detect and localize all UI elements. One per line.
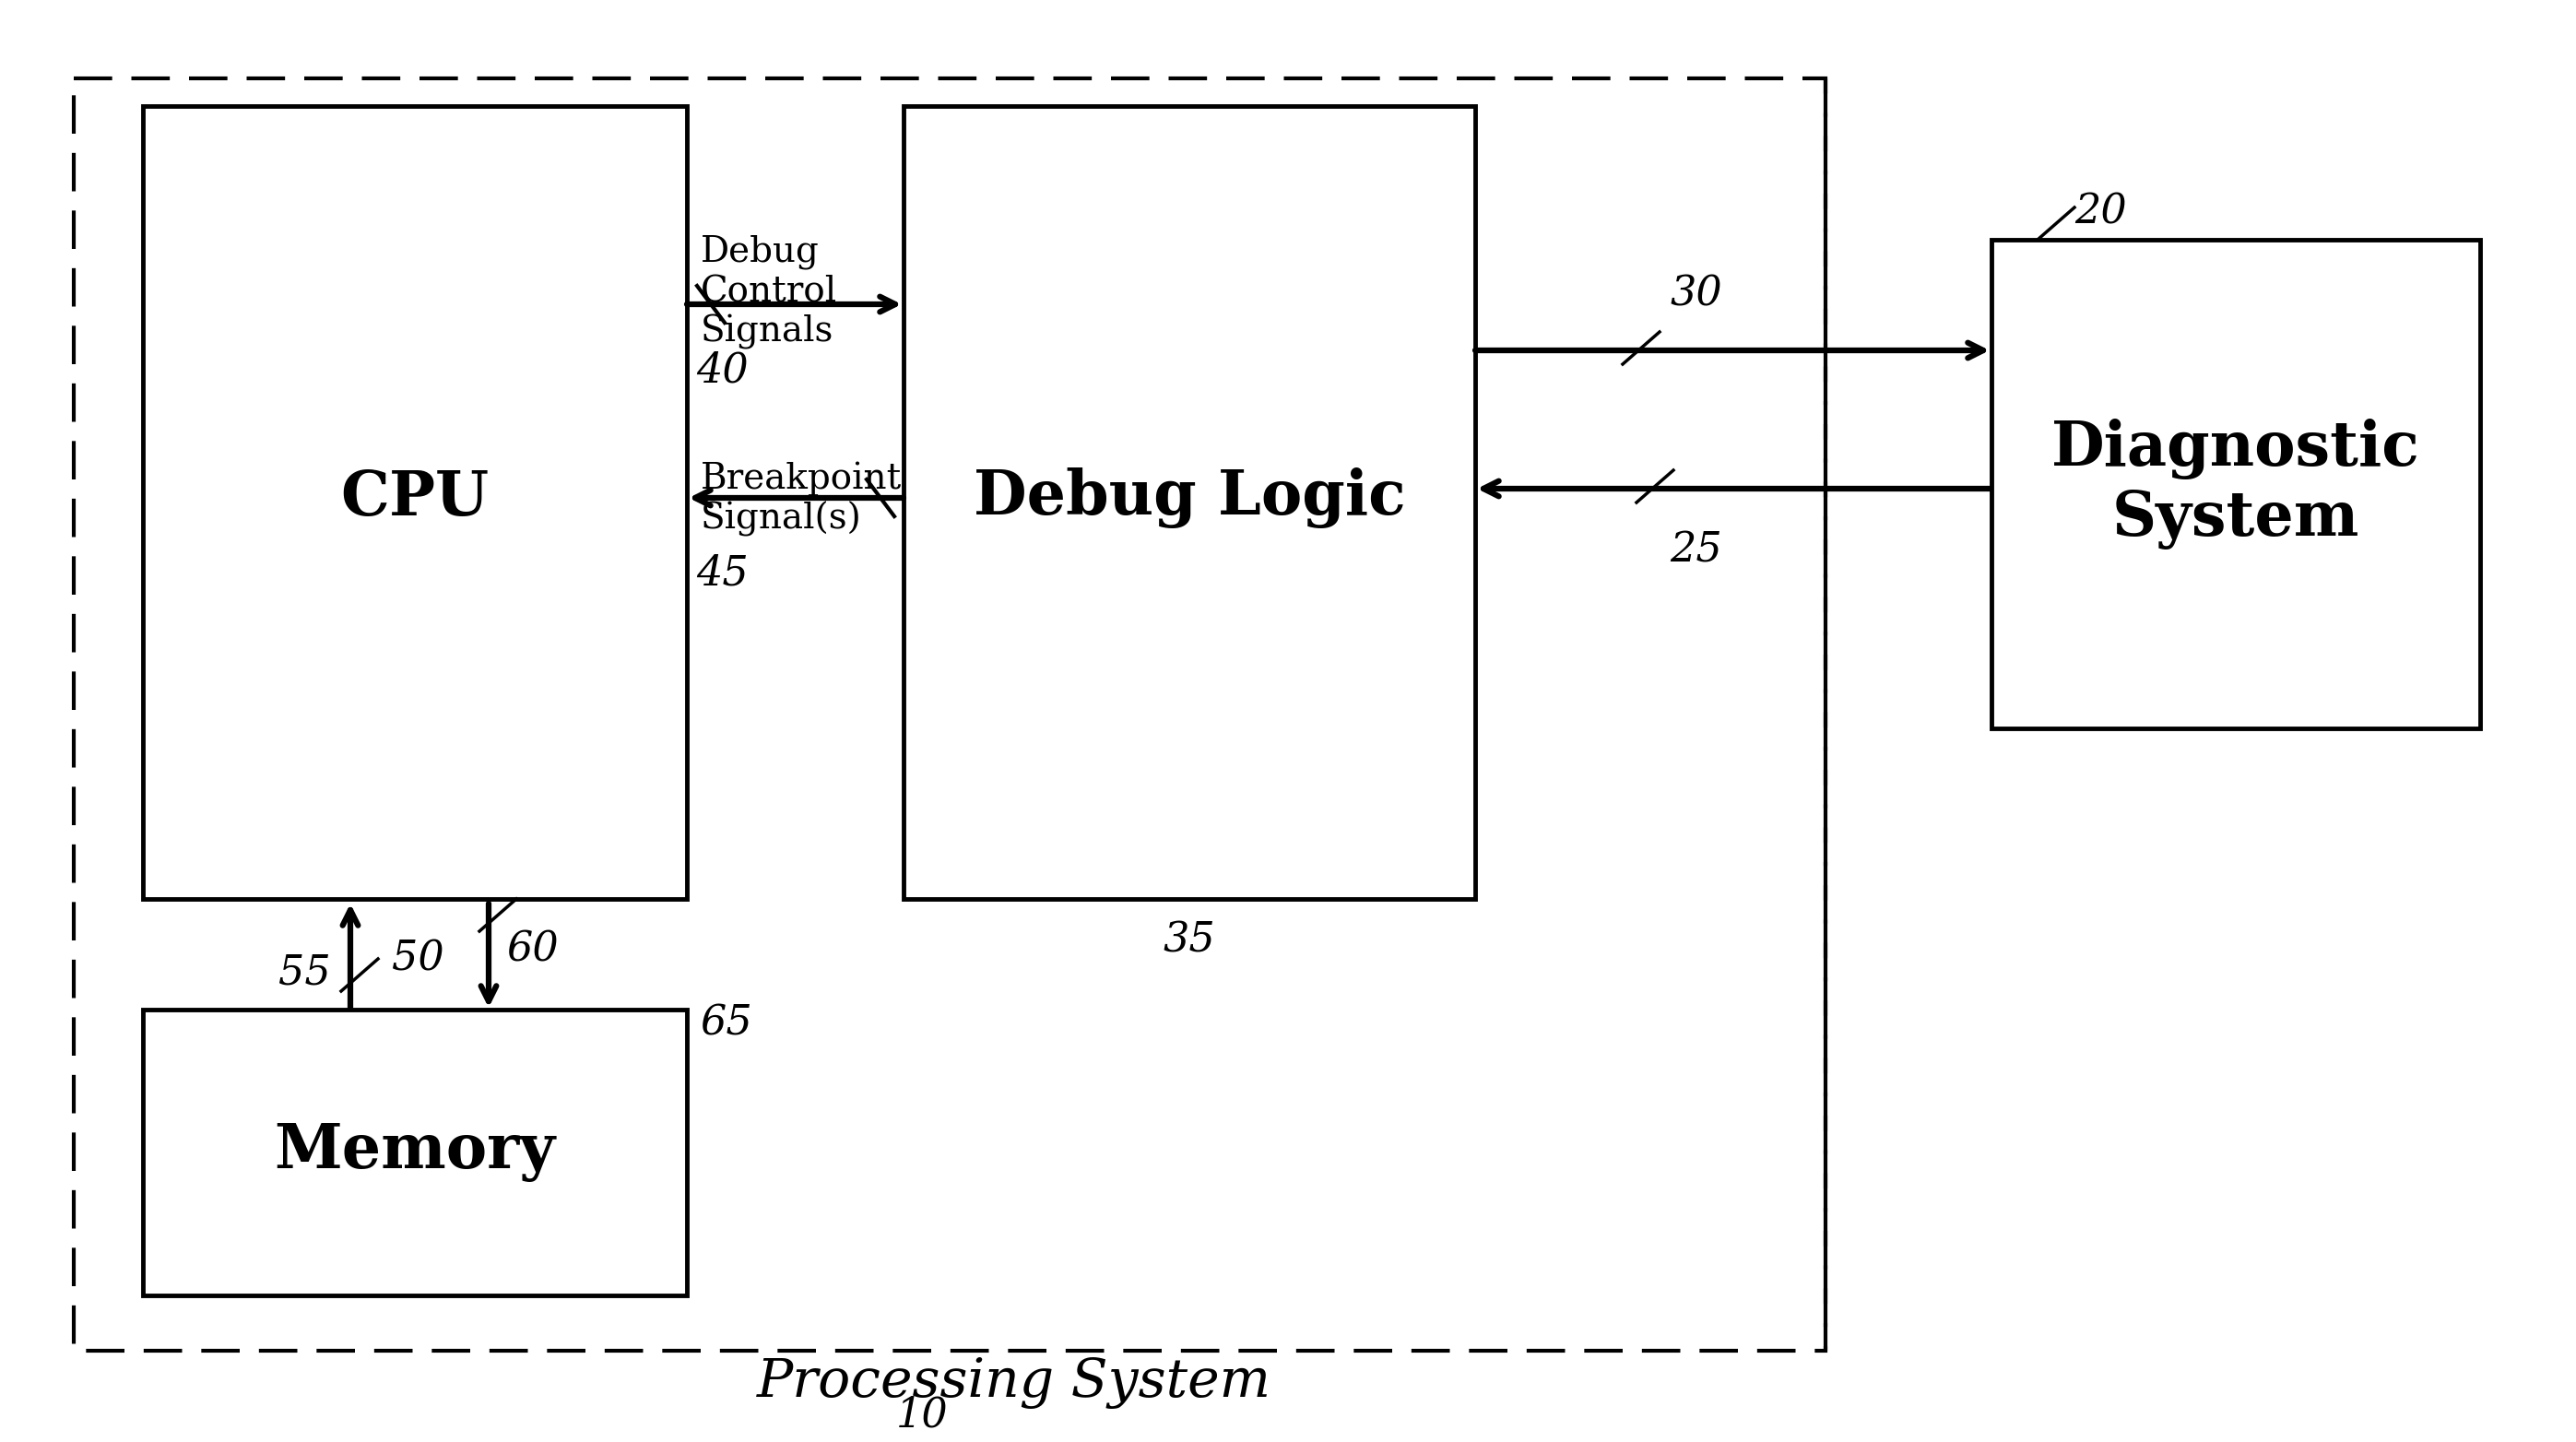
Bar <box>142 107 688 898</box>
Text: 45: 45 <box>696 554 750 593</box>
Text: 40: 40 <box>696 350 750 391</box>
Bar <box>904 107 1476 898</box>
Text: Memory: Memory <box>273 1122 556 1182</box>
Text: Diagnostic
System: Diagnostic System <box>2050 418 2419 549</box>
Text: 30: 30 <box>1669 274 1723 313</box>
Text: 65: 65 <box>701 1004 752 1044</box>
Text: 35: 35 <box>1164 920 1216 960</box>
Text: 60: 60 <box>507 930 559 969</box>
Text: 10: 10 <box>896 1396 948 1435</box>
Bar <box>142 1009 688 1295</box>
Bar <box>1991 239 2481 728</box>
Text: 20: 20 <box>2074 192 2128 232</box>
Text: Processing System: Processing System <box>757 1357 1273 1409</box>
Text: CPU: CPU <box>340 467 489 528</box>
Text: Debug
Control
Signals: Debug Control Signals <box>701 235 837 349</box>
Text: Debug Logic: Debug Logic <box>974 467 1406 528</box>
Text: 55: 55 <box>278 953 330 992</box>
Bar <box>75 78 1826 1351</box>
Text: 25: 25 <box>1669 531 1723 570</box>
Text: 50: 50 <box>392 939 443 979</box>
Text: Breakpoint
Signal(s): Breakpoint Signal(s) <box>701 461 902 536</box>
